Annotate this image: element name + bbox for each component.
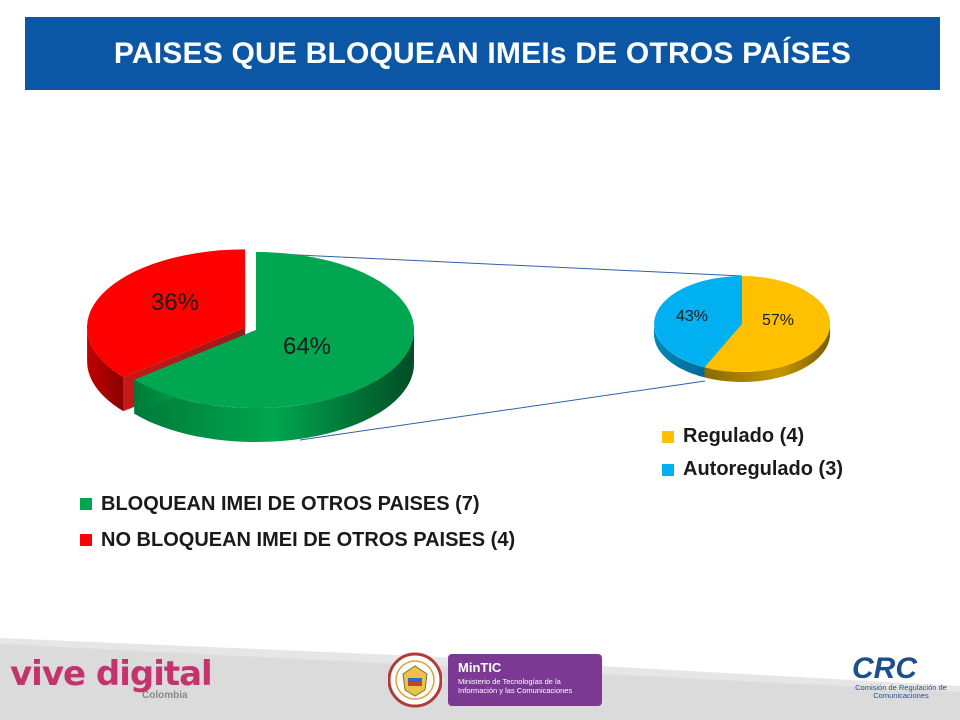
vive-digital-logo: vive digital xyxy=(10,654,213,694)
legend-item-no-bloquean: NO BLOQUEAN IMEI DE OTROS PAISES (4) xyxy=(80,522,515,558)
pie-of-pie-chart: 64% 36% 57% 43% xyxy=(87,249,831,442)
page-title: PAISES QUE BLOQUEAN IMEIs DE OTROS PAÍSE… xyxy=(113,36,852,70)
legend-label: Autoregulado (3) xyxy=(683,458,843,480)
pie-slice-autoregulado-side xyxy=(654,324,705,378)
crc-sub: Comisión de Regulación de Comunicaciones xyxy=(855,683,947,700)
legend-item-regulado: Regulado (4) xyxy=(662,420,843,453)
connector-line-top xyxy=(255,252,743,277)
title-bar: PAISES QUE BLOQUEAN IMEIs DE OTROS PAÍSE… xyxy=(25,17,940,90)
legend-label: NO BLOQUEAN IMEI DE OTROS PAISES (4) xyxy=(101,528,516,551)
legend-label: Regulado (4) xyxy=(683,425,805,447)
pie-slice-bloquean xyxy=(134,251,415,442)
connector-lines xyxy=(255,252,743,441)
legend-item-autoregulado: Autoregulado (3) xyxy=(662,453,843,486)
data-label-no-bloquean: 36% xyxy=(151,289,199,316)
data-label-bloquean: 64% xyxy=(283,333,331,360)
pie-slice-regulado xyxy=(704,275,831,382)
vive-digital-sub: Colombia xyxy=(142,690,188,701)
pie-slice-regulado-top xyxy=(704,275,831,372)
pie-slice-autoregulado-top xyxy=(654,276,742,368)
pie-slice-bloquean-top xyxy=(134,251,415,408)
legend-swatch xyxy=(80,534,92,546)
legend-label: BLOQUEAN IMEI DE OTROS PAISES (7) xyxy=(101,492,480,515)
pie-slice-no-bloquean-top xyxy=(87,249,246,378)
main-pie-legend: BLOQUEAN IMEI DE OTROS PAISES (7) NO BLO… xyxy=(80,486,515,558)
legend-item-bloquean: BLOQUEAN IMEI DE OTROS PAISES (7) xyxy=(80,486,515,522)
legend-swatch xyxy=(662,430,674,443)
legend-swatch xyxy=(80,498,92,510)
legend-swatch xyxy=(662,463,674,476)
data-label-autoregulado: 43% xyxy=(676,308,708,325)
colombia-seal-icon xyxy=(388,652,442,708)
crc-logo: CRC xyxy=(852,652,917,685)
main-pie: 64% 36% xyxy=(87,249,415,442)
secondary-pie: 57% 43% xyxy=(654,275,831,382)
pie-slice-bloquean-side xyxy=(134,330,415,442)
secondary-pie-legend: Regulado (4) Autoregulado (3) xyxy=(662,420,843,486)
pie-slice-no-bloquean-side xyxy=(87,327,124,412)
data-label-regulado: 57% xyxy=(762,312,794,329)
mintic-logo: MinTIC Ministerio de Tecnologías de la I… xyxy=(448,654,602,706)
connector-line-bottom xyxy=(299,380,706,441)
pie-slice-regulado-side xyxy=(704,324,830,382)
